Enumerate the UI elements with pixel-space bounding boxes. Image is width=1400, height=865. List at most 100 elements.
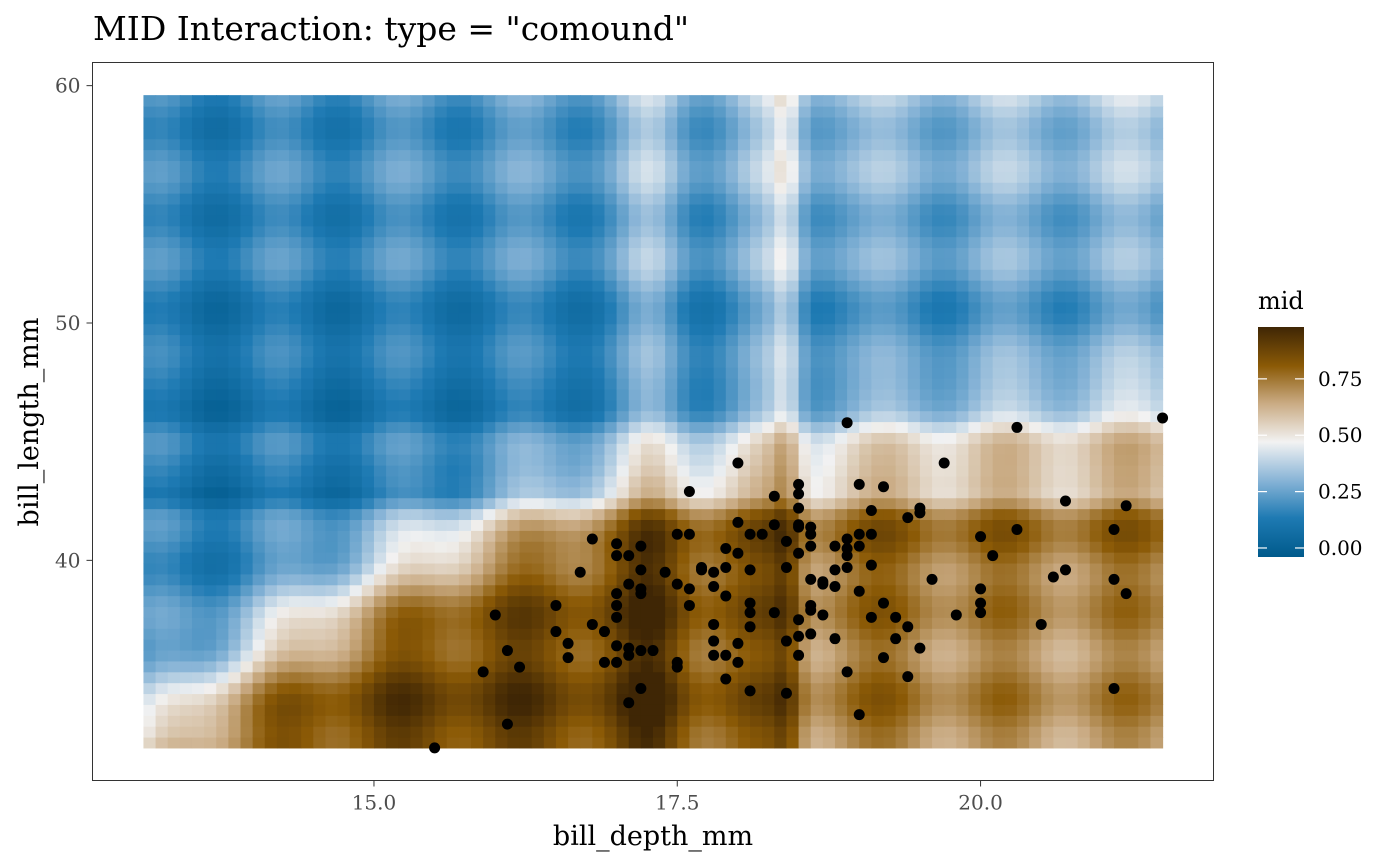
heatmap-cell [956,203,970,216]
heatmap-cell [992,225,1006,238]
heatmap-cell [216,660,229,673]
heatmap-cell [907,258,921,270]
heatmap-cell [325,454,339,466]
heatmap-cell [1004,399,1018,412]
heatmap-cell [1065,660,1079,673]
heatmap-cell [762,345,775,357]
heatmap-cell [762,203,775,216]
heatmap-cell [386,639,399,651]
heatmap-cell [313,367,327,379]
heatmap-cell [398,584,411,597]
heatmap-cell [871,671,885,684]
heatmap-cell [1114,486,1127,499]
heatmap-cell [373,573,387,586]
heatmap-cell [155,628,169,640]
heatmap-cell [847,552,860,564]
heatmap-cell [956,628,970,640]
heatmap-cell [980,639,994,651]
heatmap-cell [519,660,533,673]
heatmap-cell [167,236,181,249]
heatmap-cell [677,671,690,684]
heatmap-cell [1089,736,1103,749]
heatmap-cell [689,606,703,618]
heatmap-cell [349,345,363,357]
heatmap-cell [458,573,472,586]
heatmap-cell [458,530,472,542]
heatmap-cell [167,736,181,749]
heatmap-cell [689,377,703,390]
heatmap-cell [289,682,302,695]
heatmap-cell [640,236,654,249]
heatmap-cell [677,715,690,727]
heatmap-cell [398,704,411,716]
heatmap-cell [883,486,897,499]
heatmap-cell [992,258,1006,270]
heatmap-cell [1138,182,1152,194]
heatmap-cell [531,617,545,629]
heatmap-cell [604,193,618,205]
heatmap-cell [1029,454,1042,466]
heatmap-cell [725,225,739,238]
heatmap-cell [337,562,351,575]
heatmap-cell [143,214,157,227]
heatmap-cell [665,160,678,172]
heatmap-cell [956,160,970,172]
heatmap-cell [834,508,848,521]
heatmap-cell [568,301,581,314]
heatmap-cell [289,519,302,531]
heatmap-cell [677,214,690,227]
heatmap-cell [252,693,266,705]
heatmap-cell [1016,562,1030,575]
heatmap-cell [1016,519,1030,531]
heatmap-cell [386,432,399,444]
heatmap-cell [531,552,545,564]
heatmap-cell [822,290,836,303]
heatmap-cell [143,399,157,412]
heatmap-cell [895,160,909,172]
heatmap-cell [568,595,581,608]
heatmap-cell [919,562,933,575]
heatmap-cell [386,236,399,249]
heatmap-cell [167,573,181,586]
heatmap-cell [883,356,897,368]
heatmap-cell [604,595,618,608]
heatmap-cell [895,95,909,107]
heatmap-cell [155,160,169,172]
heatmap-cell [786,726,800,738]
heatmap-cell [519,454,533,466]
heatmap-cell [507,149,521,162]
heatmap-cell [410,671,424,684]
heatmap-cell [252,247,266,259]
heatmap-cell [167,410,181,423]
heatmap-cell [919,715,933,727]
heatmap-cell [252,269,266,281]
heatmap-cell [422,127,436,140]
heatmap-cell [1077,541,1091,553]
heatmap-cell [1126,584,1139,597]
heatmap-cell [422,508,436,521]
heatmap-cell [774,649,788,662]
heatmap-cell [968,432,982,444]
heatmap-cell [956,236,970,249]
heatmap-cell [980,171,994,183]
heatmap-cell [1126,269,1139,281]
heatmap-cell [628,606,642,618]
heatmap-cell [665,595,678,608]
heatmap-cell [762,106,775,118]
heatmap-cell [847,171,860,183]
heatmap-cell [762,465,775,477]
heatmap-cell [992,726,1006,738]
heatmap-cell [264,639,278,651]
heatmap-cell [349,617,363,629]
heatmap-cell [495,290,509,303]
heatmap-cell [1065,182,1079,194]
heatmap-cell [822,639,836,651]
heatmap-cell [992,497,1006,510]
heatmap-cell [1065,377,1079,390]
heatmap-cell [252,584,266,597]
heatmap-cell [434,410,448,423]
heatmap-cell [859,552,872,564]
heatmap-cell [592,519,606,531]
heatmap-cell [276,247,290,259]
heatmap-cell [604,225,618,238]
